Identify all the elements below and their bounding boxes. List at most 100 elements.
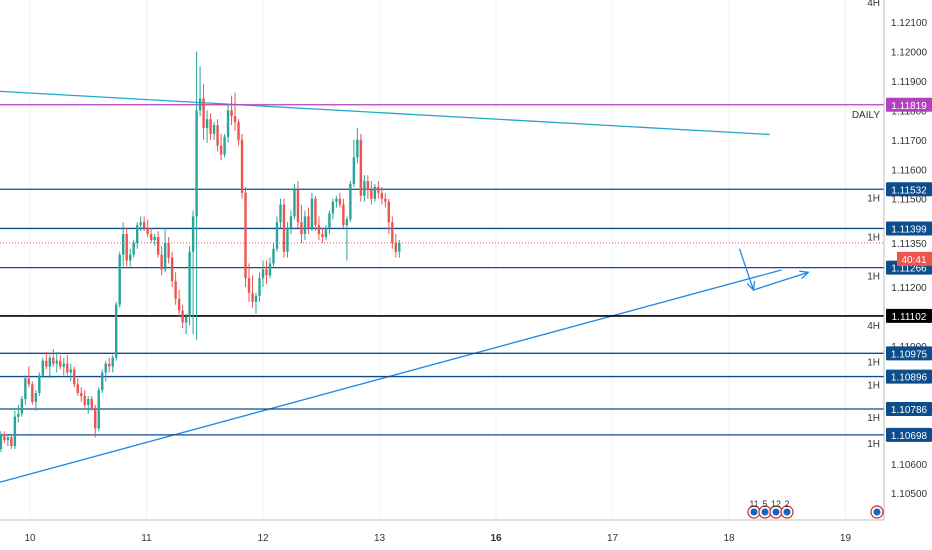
level-timeframe-label: 1H [867, 439, 880, 450]
event-marker[interactable]: 11 [747, 499, 761, 519]
descending-trendline[interactable] [0, 90, 770, 136]
candle-body [219, 145, 223, 155]
price-badge-label: 1.10975 [891, 349, 928, 360]
candle [142, 216, 146, 232]
candle [310, 192, 314, 232]
candle [366, 175, 370, 199]
price-tick-label: 1.11500 [891, 195, 927, 206]
candle [352, 139, 356, 187]
candle-body [101, 372, 104, 391]
candle-body [170, 257, 174, 282]
candle-body [83, 396, 86, 405]
candle [167, 236, 170, 264]
candle-body [209, 119, 212, 134]
candle [139, 216, 142, 232]
candle [317, 216, 321, 240]
candle [188, 245, 191, 326]
candle [163, 228, 167, 273]
price-tick-label: 1.11800 [891, 106, 927, 117]
candle-body [212, 125, 216, 134]
candle [293, 183, 296, 220]
candle [62, 357, 65, 376]
event-count-label: 12 [771, 499, 781, 509]
candle-body [244, 192, 247, 279]
candle [328, 210, 331, 235]
candle-body [3, 434, 6, 441]
candle-body [10, 437, 13, 447]
candle-body [149, 234, 153, 240]
price-tick-label: 1.11200 [891, 283, 927, 294]
candle-body [80, 393, 83, 397]
candle [296, 181, 300, 229]
candle-body [394, 242, 398, 252]
candle [258, 272, 261, 302]
candle [24, 375, 27, 405]
candle-body [108, 363, 111, 367]
candle-body [139, 222, 142, 226]
candle-body [293, 189, 296, 217]
level-timeframe-label: 1H [867, 381, 880, 392]
level-timeframe-label: 1H [867, 357, 880, 368]
candle [272, 242, 275, 267]
candle [373, 183, 377, 202]
candle [216, 119, 219, 152]
candle-body [90, 398, 93, 408]
candle [363, 175, 366, 202]
economic-events[interactable]: 11 5 12 2 [747, 499, 884, 519]
candle-body [373, 186, 377, 199]
candle-body [268, 263, 272, 276]
event-count-label: 2 [784, 499, 789, 509]
candle [41, 357, 45, 379]
date-tick-label: 11 [141, 533, 152, 544]
candle-body [104, 363, 107, 373]
candle-body [398, 242, 401, 252]
candle-body [198, 98, 202, 111]
candle-body [34, 393, 38, 402]
candle [10, 434, 13, 450]
candle [195, 51, 198, 341]
candle-body [17, 413, 20, 417]
candle-body [41, 360, 45, 376]
candle [377, 181, 380, 199]
price-tick-label: 1.11900 [891, 77, 927, 88]
time-axis[interactable]: 10 11 12 13 16 17 18 19 [24, 533, 851, 544]
event-marker[interactable] [870, 505, 884, 519]
candle-body [307, 216, 310, 229]
candle [391, 216, 394, 249]
candle-body [128, 254, 132, 261]
candle-body [310, 198, 314, 229]
candle-body [191, 216, 195, 252]
candle [331, 198, 335, 220]
candle-body [363, 181, 366, 196]
grid [29, 0, 846, 520]
candle-body [160, 254, 163, 270]
candle-body [317, 225, 321, 235]
candle [0, 431, 3, 452]
candle-body [111, 357, 114, 367]
current-price-badge-label: 1.11350 [891, 239, 927, 250]
candle [101, 369, 104, 394]
candle [160, 245, 163, 276]
candle-body [300, 222, 303, 235]
candle [247, 263, 251, 302]
event-marker[interactable]: 12 [769, 499, 783, 519]
candle-body [48, 357, 52, 367]
candle-body [254, 295, 258, 302]
candle [6, 434, 10, 447]
candle-body [87, 398, 90, 405]
price-badges: 1.11819 1.11532 1.11399 1.11266 1.11102 1.109… [886, 97, 932, 442]
price-tick-label: 1.11600 [891, 165, 927, 176]
event-marker[interactable]: 2 [780, 499, 794, 519]
candle-body [230, 110, 233, 117]
candle-body [184, 316, 188, 323]
level-timeframe-label: 1H [867, 272, 880, 283]
candle [342, 198, 345, 229]
candle [177, 289, 181, 317]
candle-body [195, 110, 198, 217]
price-badge [886, 182, 932, 197]
candle [122, 222, 125, 267]
candle [261, 260, 265, 288]
level-timeframe-label: 1H [867, 232, 880, 243]
candle [226, 104, 230, 143]
